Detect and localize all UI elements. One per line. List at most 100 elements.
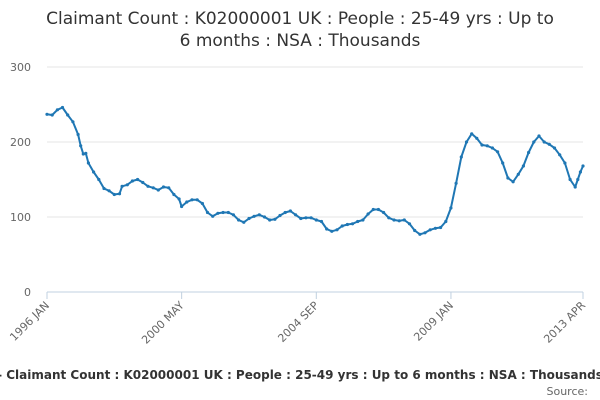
data-point [366, 212, 370, 216]
data-point [262, 215, 267, 219]
data-point [84, 151, 88, 155]
data-point [475, 136, 479, 140]
data-point [568, 177, 572, 182]
data-point [247, 216, 251, 221]
data-point [151, 186, 155, 190]
data-point [418, 232, 422, 236]
legend-entry[interactable]: - Claimant Count : K02000001 UK : People… [0, 368, 600, 382]
data-point [50, 113, 54, 117]
data-point [257, 213, 261, 217]
data-point [252, 214, 256, 218]
x-tick-label: 1996 JAN [7, 299, 52, 344]
data-point [146, 184, 150, 188]
data-point [340, 224, 344, 228]
data-point [195, 198, 199, 202]
data-point [226, 210, 230, 215]
y-tick-label: 100 [10, 211, 31, 224]
data-point [325, 227, 329, 231]
data-point [242, 220, 246, 224]
data-point [511, 180, 515, 184]
data-point [516, 172, 520, 176]
data-point [459, 155, 463, 159]
data-point [102, 186, 106, 191]
data-point [407, 222, 412, 226]
data-point [130, 179, 134, 183]
data-point [92, 170, 96, 174]
data-point [136, 177, 140, 182]
data-point [76, 132, 80, 137]
x-tick-label: 2009 JAN [411, 299, 456, 344]
data-point [112, 192, 116, 197]
data-point [335, 228, 339, 232]
x-tick-label: 2004 SEP [275, 299, 321, 345]
data-point [563, 161, 567, 165]
data-point [576, 177, 580, 182]
data-point [309, 216, 313, 220]
data-point [216, 211, 220, 215]
data-point [86, 161, 90, 165]
data-point [299, 216, 303, 221]
data-point [581, 164, 585, 168]
chart-title-line-1: Claimant Count : K02000001 UK : People :… [46, 9, 554, 29]
data-point [444, 219, 448, 224]
data-point [392, 218, 396, 222]
data-point [532, 140, 536, 144]
data-point [547, 142, 551, 146]
data-point [185, 200, 189, 204]
data-point [439, 225, 443, 230]
data-point [156, 188, 160, 192]
data-point [480, 143, 484, 147]
data-point [288, 209, 292, 213]
data-point [283, 210, 287, 215]
data-point [428, 228, 432, 232]
data-point [371, 207, 375, 212]
y-tick-label: 200 [10, 136, 31, 149]
data-point [278, 213, 282, 218]
data-point [470, 132, 474, 136]
data-point [97, 177, 101, 182]
data-point [237, 218, 241, 222]
credit-source[interactable]: Source: [547, 385, 589, 398]
data-point [190, 198, 194, 202]
data-point [578, 170, 583, 174]
data-point [180, 204, 184, 209]
data-point [120, 184, 124, 188]
data-point [356, 219, 360, 224]
data-point [55, 108, 60, 112]
data-point [221, 210, 225, 215]
data-point [552, 146, 557, 150]
data-point [161, 185, 166, 189]
data-point [294, 213, 298, 217]
data-point [71, 120, 75, 124]
data-point [81, 152, 85, 156]
data-point [376, 207, 380, 212]
data-point [350, 222, 355, 226]
y-tick-label: 0 [24, 286, 31, 299]
data-point [117, 192, 122, 196]
data-point [433, 226, 437, 230]
data-point [141, 180, 145, 185]
data-point [200, 201, 204, 206]
series-line [46, 106, 584, 236]
data-point [402, 218, 406, 222]
data-point [506, 176, 510, 180]
data-point [527, 150, 531, 155]
chart-title-line-2: 6 months : NSA : Thousands [180, 31, 421, 51]
data-point [361, 218, 365, 222]
data-point [314, 218, 318, 222]
data-point [330, 229, 334, 233]
data-point [449, 206, 453, 210]
data-point [231, 213, 235, 217]
data-point [319, 219, 324, 224]
data-point [107, 189, 111, 193]
data-point [45, 112, 49, 116]
data-point [205, 210, 210, 215]
data-point [573, 185, 577, 189]
data-point [558, 153, 562, 157]
data-point [382, 210, 386, 215]
data-point [167, 186, 171, 190]
x-axis: 1996 JAN 2000 MAY 2004 SEP 2009 JAN 2013 APR [7, 291, 588, 347]
data-point [464, 140, 469, 144]
data-point [542, 140, 546, 144]
